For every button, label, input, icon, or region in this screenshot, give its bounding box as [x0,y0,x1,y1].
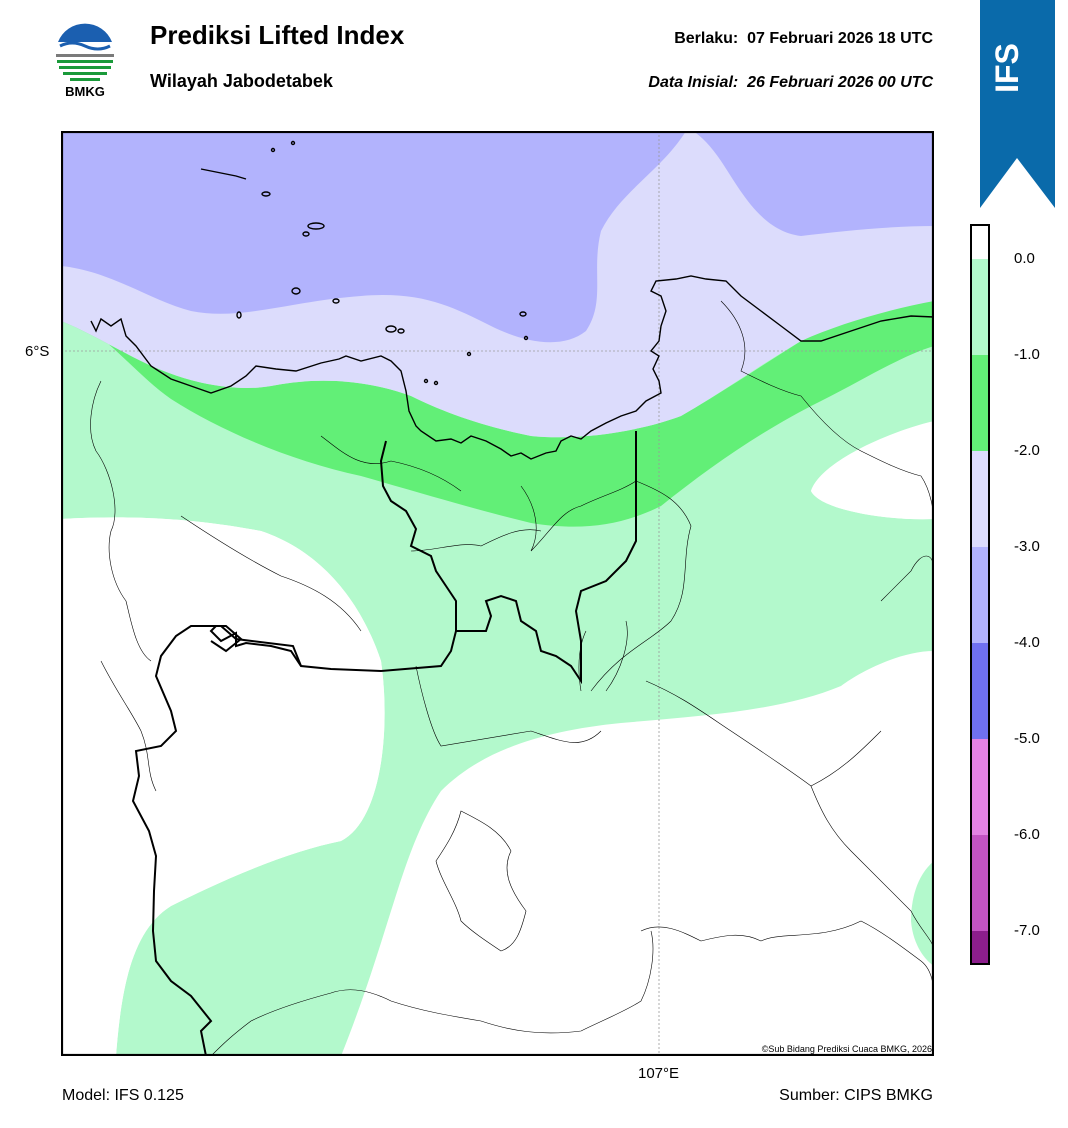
islands [200,140,529,386]
logo-text: BMKG [65,84,105,99]
region-subtitle: Wilayah Jabodetabek [150,71,333,91]
init-value: 26 Februari 2026 00 UTC [747,74,933,91]
source-info: Sumber: CIPS BMKG [779,1087,933,1104]
colorbar-segment-6 [970,835,990,931]
li-zone-0-to-minus1-southeast [911,861,934,966]
colorbar-segment-4 [970,643,990,739]
li-zone-positive-east [811,426,934,520]
colorbar-segment-0 [970,259,990,355]
colorbar-segment-2 [970,451,990,547]
colorbar [970,224,990,965]
lifted-index-map [61,131,934,1056]
colorbar-tick-label: -6.0 [1014,826,1040,843]
colorbar-segment-3 [970,547,990,643]
init-time: Data Inisial: 26 Februari 2026 00 UTC [648,74,933,92]
colorbar-segment-positive [970,224,990,259]
valid-value: 07 Februari 2026 18 UTC [747,30,933,47]
li-zone-minus1-to-minus2 [61,296,934,527]
colorbar-segment-1 [970,355,990,451]
colorbar-tick-label: -3.0 [1014,538,1040,555]
valid-label: Berlaku: [674,30,739,47]
map-credit: ©Sub Bidang Prediksi Cuaca BMKG, 2026 [761,1044,932,1054]
model-info: Model: IFS 0.125 [62,1087,184,1104]
colorbar-segment-5 [970,739,990,835]
model-ribbon [980,0,1055,208]
colorbar-tick-label: -5.0 [1014,730,1040,747]
ribbon-label: IFS [989,43,1025,93]
map-frame [61,131,934,1056]
valid-time: Berlaku: 07 Februari 2026 18 UTC [674,30,933,48]
coastline [90,275,934,460]
li-zone-0-to-minus1 [61,281,934,1056]
latitude-label: 6°S [25,343,50,360]
colorbar-tick-label: -2.0 [1014,442,1040,459]
bmkg-logo-icon [55,23,115,81]
init-label: Data Inisial: [648,74,739,91]
colorbar-tick-label: -7.0 [1014,922,1040,939]
colorbar-segment-7 [970,931,990,965]
li-zone-minus3-to-minus4 [61,131,934,343]
colorbar-tick-label: -4.0 [1014,634,1040,651]
colorbar-tick-label: -1.0 [1014,346,1040,363]
province-boundaries [131,431,637,1056]
longitude-label: 107°E [638,1065,680,1082]
colorbar-tick-label: 0.0 [1014,250,1035,267]
li-zone-positive-west [61,517,385,1056]
page-title: Prediksi Lifted Index [150,20,405,50]
